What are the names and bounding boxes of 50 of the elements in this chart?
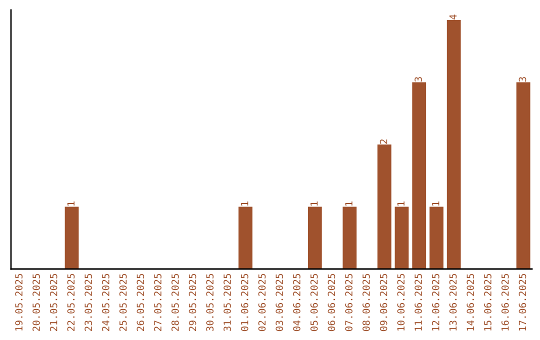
x-tick-label: 15.06.2025 — [484, 274, 492, 331]
x-tick-label: 11.06.2025 — [414, 274, 422, 331]
data-label: 1 — [397, 202, 404, 206]
x-tick-label: 01.06.2025 — [240, 274, 248, 332]
x-tick-label: 22.05.2025 — [67, 274, 75, 331]
x-tick-label: 10.06.2025 — [397, 274, 405, 331]
x-tick-label: 09.06.2025 — [380, 274, 388, 332]
x-tick-label: 24.05.2025 — [102, 274, 110, 331]
x-tick-label: 06.06.2025 — [328, 274, 336, 332]
x-tick-label: 27.05.2025 — [154, 274, 162, 331]
x-tick-label: 12.06.2025 — [432, 274, 440, 331]
x-tick-label: 28.05.2025 — [171, 274, 179, 331]
x-tick-label: 02.06.2025 — [258, 274, 266, 332]
x-tick-label: 31.05.2025 — [224, 274, 231, 332]
bar — [446, 20, 461, 269]
x-tick-label: 26.05.2025 — [136, 274, 144, 331]
x-tick-label: 16.06.2025 — [501, 274, 509, 331]
data-label: 1 — [241, 202, 248, 206]
data-label: 1 — [310, 202, 318, 206]
x-tick-label: 03.06.2025 — [276, 274, 284, 332]
x-tick-label: 25.05.2025 — [119, 274, 127, 331]
x-tick-label: 14.06.2025 — [466, 274, 474, 331]
bar — [412, 82, 426, 269]
data-label: 3 — [518, 77, 526, 82]
bar — [394, 206, 409, 269]
x-tick-label: 08.06.2025 — [362, 274, 370, 332]
bar — [308, 206, 322, 269]
data-label: 2 — [380, 139, 388, 144]
bar — [238, 206, 252, 269]
data-label: 1 — [432, 202, 440, 206]
bar — [430, 206, 444, 269]
bar — [64, 206, 79, 269]
x-tick-label: 21.05.2025 — [50, 274, 58, 331]
x-tick-label: 17.06.2025 — [518, 274, 526, 331]
x-tick-label: 30.05.2025 — [206, 274, 214, 332]
data-label: 3 — [414, 77, 422, 82]
data-label: 1 — [345, 202, 352, 206]
bar — [516, 82, 530, 269]
x-tick-label: 20.05.2025 — [32, 274, 40, 331]
data-label: 4 — [449, 14, 457, 20]
x-tick-label: 05.06.2025 — [310, 274, 318, 332]
x-tick-label: 29.05.2025 — [188, 274, 196, 331]
x-tick-label: 07.06.2025 — [345, 274, 352, 332]
x-tick-label: 19.05.2025 — [15, 274, 23, 331]
bar — [342, 206, 357, 269]
x-tick-label: 23.05.2025 — [84, 274, 92, 331]
bar — [377, 144, 392, 269]
data-label: 1 — [67, 202, 74, 206]
x-tick-label: 13.06.2025 — [449, 274, 457, 331]
x-tick-label: 04.06.2025 — [293, 274, 300, 332]
